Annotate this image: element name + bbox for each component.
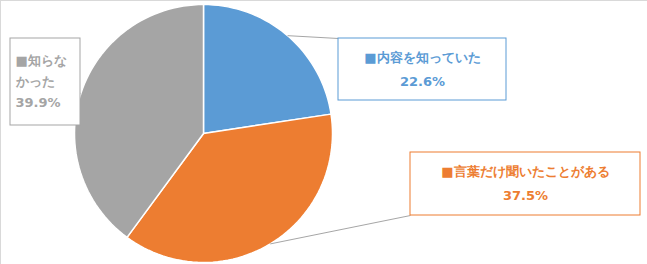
- svg-text:37.5%: 37.5%: [503, 188, 548, 203]
- svg-text:39.9%: 39.9%: [16, 95, 61, 110]
- svg-text:■言葉だけ聞いたことがある: ■言葉だけ聞いたことがある: [441, 164, 609, 179]
- svg-text:■内容を知っていた: ■内容を知っていた: [364, 50, 480, 65]
- svg-text:かった: かった: [15, 74, 55, 89]
- svg-text:■知らな: ■知らな: [16, 53, 67, 68]
- svg-text:22.6%: 22.6%: [400, 74, 445, 89]
